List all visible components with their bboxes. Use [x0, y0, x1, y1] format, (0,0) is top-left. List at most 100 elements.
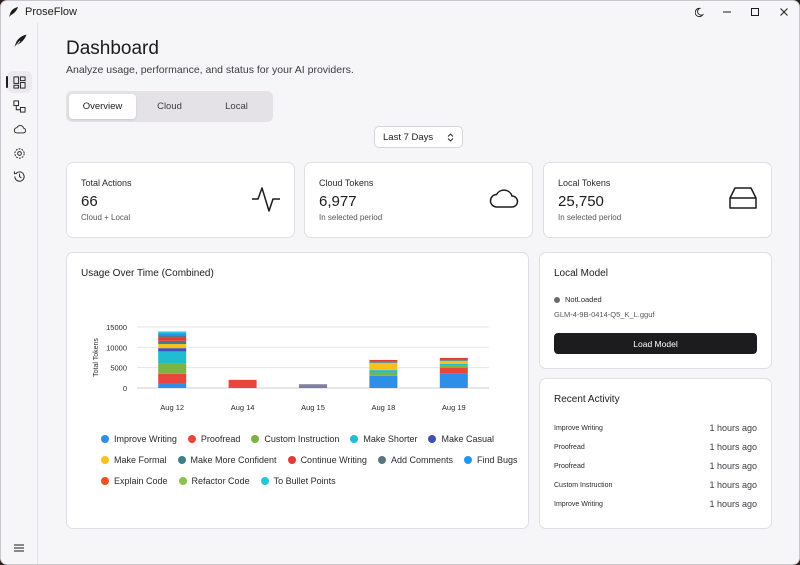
chart-bar-segment	[158, 383, 187, 388]
legend-dot-icon	[377, 455, 386, 464]
sidebar-item-actions[interactable]	[7, 95, 32, 117]
date-range-select[interactable]: Last 7 Days	[374, 126, 463, 148]
legend-item[interactable]: Custom Instruction	[251, 434, 339, 444]
legend-item[interactable]: Find Bugs	[463, 455, 518, 465]
chart-bar-segment	[439, 357, 468, 360]
chart-bar-segment	[299, 384, 327, 386]
stat-label: Local Tokens	[558, 178, 611, 188]
tab-overview[interactable]: Overview	[69, 94, 136, 119]
chart-bar-segment	[158, 335, 187, 338]
minimize-button[interactable]	[713, 1, 741, 23]
legend-item[interactable]: Explain Code	[101, 476, 168, 486]
chart-bar-segment	[299, 385, 327, 387]
load-model-button[interactable]: Load Model	[554, 333, 757, 354]
legend-dot-icon	[260, 476, 269, 485]
list-item[interactable]: Proofread 1 hours ago	[554, 461, 757, 471]
legend-item[interactable]: Continue Writing	[287, 455, 367, 465]
recent-activity-title: Recent Activity	[554, 394, 620, 405]
close-button[interactable]	[769, 1, 799, 23]
legend-item[interactable]: Make Casual	[428, 434, 494, 444]
date-range-value: Last 7 Days	[383, 131, 434, 143]
title-bar: ProseFlow	[1, 1, 799, 23]
activity-name: Improve Writing	[554, 500, 603, 508]
main-content: Dashboard Analyze usage, performance, an…	[38, 23, 799, 564]
stat-sub: In selected period	[319, 213, 383, 222]
tab-local[interactable]: Local	[225, 101, 248, 112]
sidebar-item-settings[interactable]	[7, 142, 32, 164]
legend-dot-icon	[178, 476, 187, 485]
legend-item[interactable]: Improve Writing	[101, 434, 177, 444]
activity-time: 1 hours ago	[709, 423, 757, 433]
usage-chart: 0 5000 10000 15000 Total Tokens Aug 12 Aug 14 A…	[93, 323, 489, 412]
legend-item[interactable]: Make Formal	[101, 455, 167, 465]
x-tick-label: Aug 19	[442, 403, 466, 412]
page-subtitle: Analyze usage, performance, and status f…	[66, 64, 354, 76]
menu-icon[interactable]	[13, 540, 25, 558]
legend-dot-icon	[101, 476, 109, 485]
activity-name: Proofread	[554, 443, 585, 451]
stat-value: 66	[81, 193, 98, 210]
chart-bar-segment	[158, 344, 187, 349]
x-tick-label: Aug 12	[160, 403, 184, 412]
activity-name: Proofread	[554, 462, 585, 470]
activity-time: 1 hours ago	[709, 480, 757, 490]
chart-bar-segment	[158, 331, 187, 334]
sidebar-item-dashboard[interactable]	[6, 71, 32, 93]
stat-value: 6,977	[319, 193, 357, 210]
stat-card-total-actions: Total Actions 66 Cloud + Local	[66, 162, 295, 238]
legend-item[interactable]: Proofread	[187, 434, 240, 444]
sidebar-item-history[interactable]	[7, 165, 32, 187]
usage-chart-card: Usage Over Time (Combined) 0 5000 10000 150…	[66, 252, 529, 529]
recent-activity-card: Recent Activity Improve Writing 1 hours …	[539, 378, 772, 529]
stat-label: Total Actions	[81, 178, 132, 188]
legend-label: Make More Confident	[190, 454, 277, 465]
legend-label: Add Comments	[390, 454, 453, 465]
legend-dot-icon	[287, 455, 296, 464]
page-title: Dashboard	[66, 38, 159, 59]
usage-chart-title: Usage Over Time (Combined)	[81, 268, 214, 279]
sidebar-item-cloud[interactable]	[7, 118, 32, 140]
app-title: ProseFlow	[25, 6, 77, 18]
legend-row: Explain Code Refactor Code To Bullet Point…	[101, 470, 521, 491]
list-item[interactable]: Proofread 1 hours ago	[554, 442, 757, 452]
chart-bar-segment	[369, 375, 398, 388]
chart-bar-segment	[158, 348, 187, 352]
legend-item[interactable]: Refactor Code	[178, 476, 250, 486]
stat-label: Cloud Tokens	[319, 178, 374, 188]
chart-bar-segment	[369, 359, 398, 362]
legend-item[interactable]: To Bullet Points	[260, 476, 336, 486]
legend-dot-icon	[101, 455, 109, 464]
legend-dot-icon	[350, 434, 359, 443]
legend-row: Improve Writing Proofread Custom Instructi…	[101, 428, 521, 449]
chart-bar-segment	[369, 372, 398, 376]
legend-label: Make Formal	[114, 454, 167, 465]
activity-time: 1 hours ago	[709, 499, 757, 509]
list-item[interactable]: Custom Instruction 1 hours ago	[554, 480, 757, 490]
legend-item[interactable]: Make More Confident	[177, 454, 277, 465]
chart-bar-segment	[439, 365, 468, 368]
legend-label: Explain Code	[114, 475, 168, 486]
model-status: NotLoaded	[554, 295, 602, 304]
local-model-card: Local Model NotLoaded GLM-4-9B-0414-Q5_K…	[539, 252, 772, 369]
list-item[interactable]: Improve Writing 1 hours ago	[554, 499, 757, 509]
actions-icon	[13, 99, 26, 113]
legend-label: Make Shorter	[363, 433, 418, 444]
tab-cloud[interactable]: Cloud	[157, 101, 182, 112]
legend-dot-icon	[177, 455, 186, 464]
legend-dot-icon	[463, 455, 472, 464]
legend-item[interactable]: Make Shorter	[350, 434, 417, 444]
legend-item[interactable]: Add Comments	[377, 454, 453, 465]
chevron-up-down-icon	[447, 132, 454, 142]
legend-row: Make Formal Make More Confident Continue W…	[101, 449, 521, 470]
legend-dot-icon	[428, 434, 437, 443]
logo-icon	[7, 30, 32, 52]
theme-toggle-icon[interactable]	[687, 1, 713, 23]
stat-card-cloud-tokens: Cloud Tokens 6,977 In selected period	[304, 162, 533, 238]
cloud-icon	[13, 125, 26, 134]
activity-name: Improve Writing	[554, 424, 603, 432]
maximize-button[interactable]	[741, 1, 769, 23]
y-tick-label: 10000	[106, 343, 127, 352]
legend-dot-icon	[187, 434, 196, 443]
list-item[interactable]: Improve Writing 1 hours ago	[554, 423, 757, 433]
